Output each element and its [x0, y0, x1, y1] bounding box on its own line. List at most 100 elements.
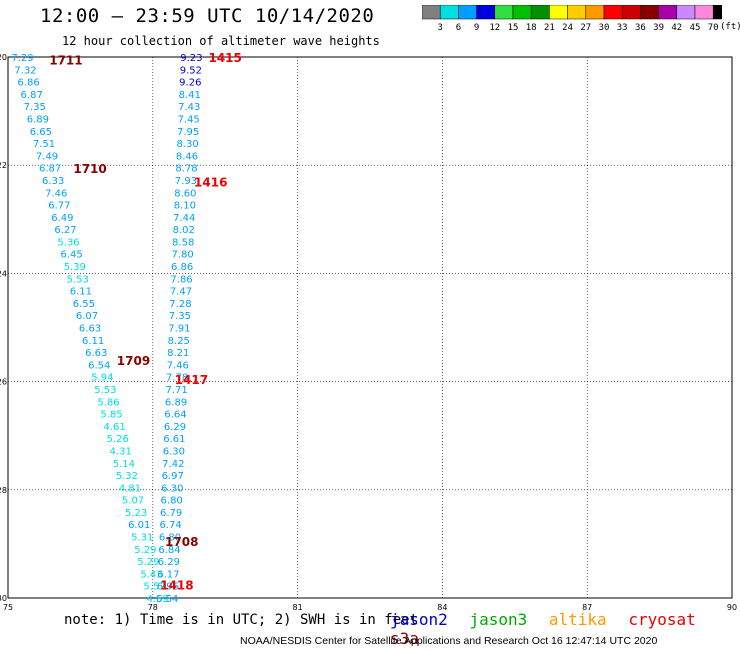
wave-value: 6.11 [70, 287, 92, 298]
chart-title: 12:00 – 23:59 UTC 10/14/2020 [40, 5, 375, 27]
x-tick-label: 78 [148, 603, 158, 612]
x-tick-label: 90 [727, 603, 737, 612]
colorbar-label: 3 [437, 23, 442, 33]
track-id-label: 1709 [117, 354, 150, 368]
wave-value: 6.74 [159, 520, 181, 531]
wave-value: 6.86 [171, 262, 193, 273]
footnote: note: 1) Time is in UTC; 2) SWH is in fe… [64, 612, 419, 628]
wave-value: 6.61 [163, 434, 185, 445]
colorbar-swatch [585, 5, 605, 20]
sat-jason3: jason3 [469, 610, 528, 629]
wave-value: 7.35 [24, 102, 46, 113]
colorbar-swatch [676, 5, 696, 20]
wave-value: 6.54 [156, 594, 178, 605]
wave-value: 8.30 [176, 139, 198, 150]
colorbar-swatch [458, 5, 477, 20]
wave-value: 6.63 [79, 324, 101, 335]
wave-value: 5.32 [116, 471, 138, 482]
wave-value: 6.30 [161, 483, 183, 494]
wave-value: 5.85 [100, 410, 122, 421]
wave-value: 7.47 [170, 287, 192, 298]
wave-value: 8.41 [179, 90, 201, 101]
colorbar-unit: (ft) [720, 22, 740, 32]
wave-value: 8.02 [173, 225, 195, 236]
wave-value: 6.29 [164, 422, 186, 433]
y-tick-label: -22 [0, 161, 7, 170]
colorbar-label: 21 [544, 23, 555, 33]
wave-value: 7.78 [166, 373, 188, 384]
colorbar-label: 36 [635, 23, 646, 33]
wave-value: 7.46 [167, 360, 189, 371]
track-id-label: 1418 [160, 578, 193, 592]
wave-value: 6.80 [161, 496, 183, 507]
colorbar-swatch [476, 5, 496, 20]
colorbar-swatch [439, 5, 459, 20]
wave-value: 6.45 [60, 250, 82, 261]
wave-value: 6.07 [76, 311, 98, 322]
colorbar-swatch [712, 5, 722, 20]
colorbar-label: 27 [580, 23, 591, 33]
wave-value: 6.01 [128, 520, 150, 531]
wave-value: 7.86 [170, 274, 192, 285]
wave-value: 5.39 [64, 262, 86, 273]
wave-value: 8.25 [168, 336, 190, 347]
colorbar-label: 24 [562, 23, 573, 33]
wave-value: 7.43 [178, 102, 200, 113]
chart-subtitle: 12 hour collection of altimeter wave hei… [62, 34, 380, 48]
wave-value: 5.57 [143, 582, 165, 593]
colorbar-swatch [512, 5, 532, 20]
colorbar-swatch [694, 5, 714, 20]
wave-value: 5.86 [97, 397, 119, 408]
wave-value: 8.10 [174, 201, 196, 212]
wave-value: 6.49 [51, 213, 73, 224]
wave-value: 6.80 [159, 533, 181, 544]
track-id-label: 1710 [73, 162, 106, 176]
wave-value: 5.53 [94, 385, 116, 396]
wave-value: 4.81 [119, 483, 141, 494]
sat-jason2: jason2 [390, 610, 448, 629]
colorbar-swatch [422, 5, 441, 20]
wave-value: 7.46 [45, 188, 67, 199]
wave-value: 6.79 [160, 508, 182, 519]
colorbar-swatch [640, 5, 659, 20]
wave-value: 7.32 [14, 65, 36, 76]
wave-value: 7.44 [173, 213, 195, 224]
wave-value: 8.78 [175, 164, 197, 175]
track-labels: 1711 1710 1709 1708 1415 1416 1417 1418 [49, 51, 242, 592]
x-tick-label: 81 [293, 603, 303, 612]
wave-value: 6.64 [164, 410, 186, 421]
wave-value: 6.30 [163, 446, 185, 457]
wave-value: 7.29 [11, 53, 33, 64]
wave-value: 7.42 [162, 459, 184, 470]
wave-value: 6.89 [165, 397, 187, 408]
track-id-label: 1415 [208, 51, 241, 65]
wave-value: 7.91 [168, 324, 190, 335]
plot-frame [7, 56, 733, 599]
x-tick-label: 75 [3, 603, 13, 612]
credit-line: NOAA/NESDIS Center for Satellite Applica… [240, 635, 658, 647]
wave-value: 5.31 [131, 533, 153, 544]
wave-value: 5.26 [107, 434, 129, 445]
colorbar-swatch [530, 5, 550, 20]
colorbar-label: 45 [690, 23, 701, 33]
wave-value: 5.29 [134, 545, 156, 556]
colorbar-label: 33 [617, 23, 628, 33]
sat-cryosat: cryosat [628, 610, 696, 629]
wave-value: 6.11 [82, 336, 104, 347]
wave-value: 8.46 [176, 151, 198, 162]
wave-value: 7.93 [175, 176, 197, 187]
wave-value: 4.61 [103, 422, 125, 433]
wave-value: 6.97 [162, 471, 184, 482]
wave-value: 7.51 [33, 139, 55, 150]
wave-value: 6.96 [157, 582, 179, 593]
colorbar-swatch [658, 5, 678, 20]
satellite-legend: jason2 jason3 altika cryosat s3a [390, 610, 740, 648]
wave-value: 8.21 [167, 348, 189, 359]
y-tick-label: -28 [0, 486, 7, 495]
wave-value: 6.63 [85, 348, 107, 359]
wave-value: 5.23 [125, 508, 147, 519]
wave-value: 6.27 [54, 225, 76, 236]
colorbar-label: 6 [456, 23, 461, 33]
data-points: 7.297.326.866.877.356.896.657.517.496.87… [11, 53, 202, 605]
